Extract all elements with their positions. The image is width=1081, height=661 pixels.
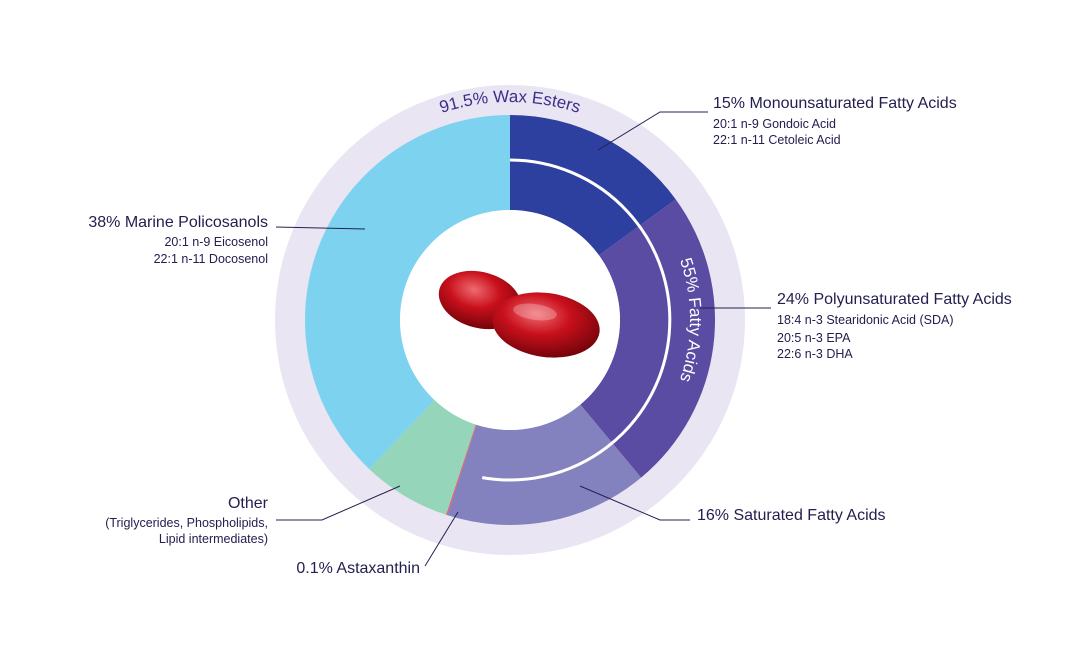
category-label: Other [228, 495, 269, 512]
leader-line [579, 485, 690, 521]
leader-line [275, 226, 366, 230]
segment [369, 400, 476, 515]
leader-line [276, 485, 401, 521]
labels: 15% Monounsaturated Fatty Acids 20:1 n-9 … [88, 95, 1011, 577]
detail-label: 22:1 n-11 Cetoleic Acid [713, 133, 841, 147]
category-label: 0.1% Astaxanthin [296, 560, 420, 577]
leader-line [424, 511, 459, 567]
fatty-acids-arc [481, 158, 672, 482]
segments [305, 114, 716, 525]
detail-label: Lipid intermediates) [159, 532, 268, 546]
detail-label: 20:1 n-9 Gondoic Acid [713, 117, 836, 131]
capsules [438, 270, 600, 358]
category-label: 24% Polyunsaturated Fatty Acids [777, 291, 1012, 308]
detail-label: 20:5 n-3 EPA [777, 331, 851, 345]
category-label: 15% Monounsaturated Fatty Acids [713, 95, 957, 112]
detail-label: 18:4 n-3 Stearidonic Acid (SDA) [777, 313, 953, 327]
category-label: 16% Saturated Fatty Acids [697, 507, 886, 524]
segment [580, 199, 716, 478]
segment [446, 424, 477, 516]
leader-line [597, 111, 708, 151]
detail-label: 22:1 n-11 Docosenol [154, 252, 268, 266]
segment [447, 404, 642, 525]
detail-label: 20:1 n-9 Eicosenol [164, 235, 268, 249]
detail-label: (Triglycerides, Phospholipids, [105, 516, 268, 530]
detail-label: 22:6 n-3 DHA [777, 347, 853, 361]
category-label: 38% Marine Policosanols [88, 214, 268, 231]
segment [305, 114, 510, 470]
